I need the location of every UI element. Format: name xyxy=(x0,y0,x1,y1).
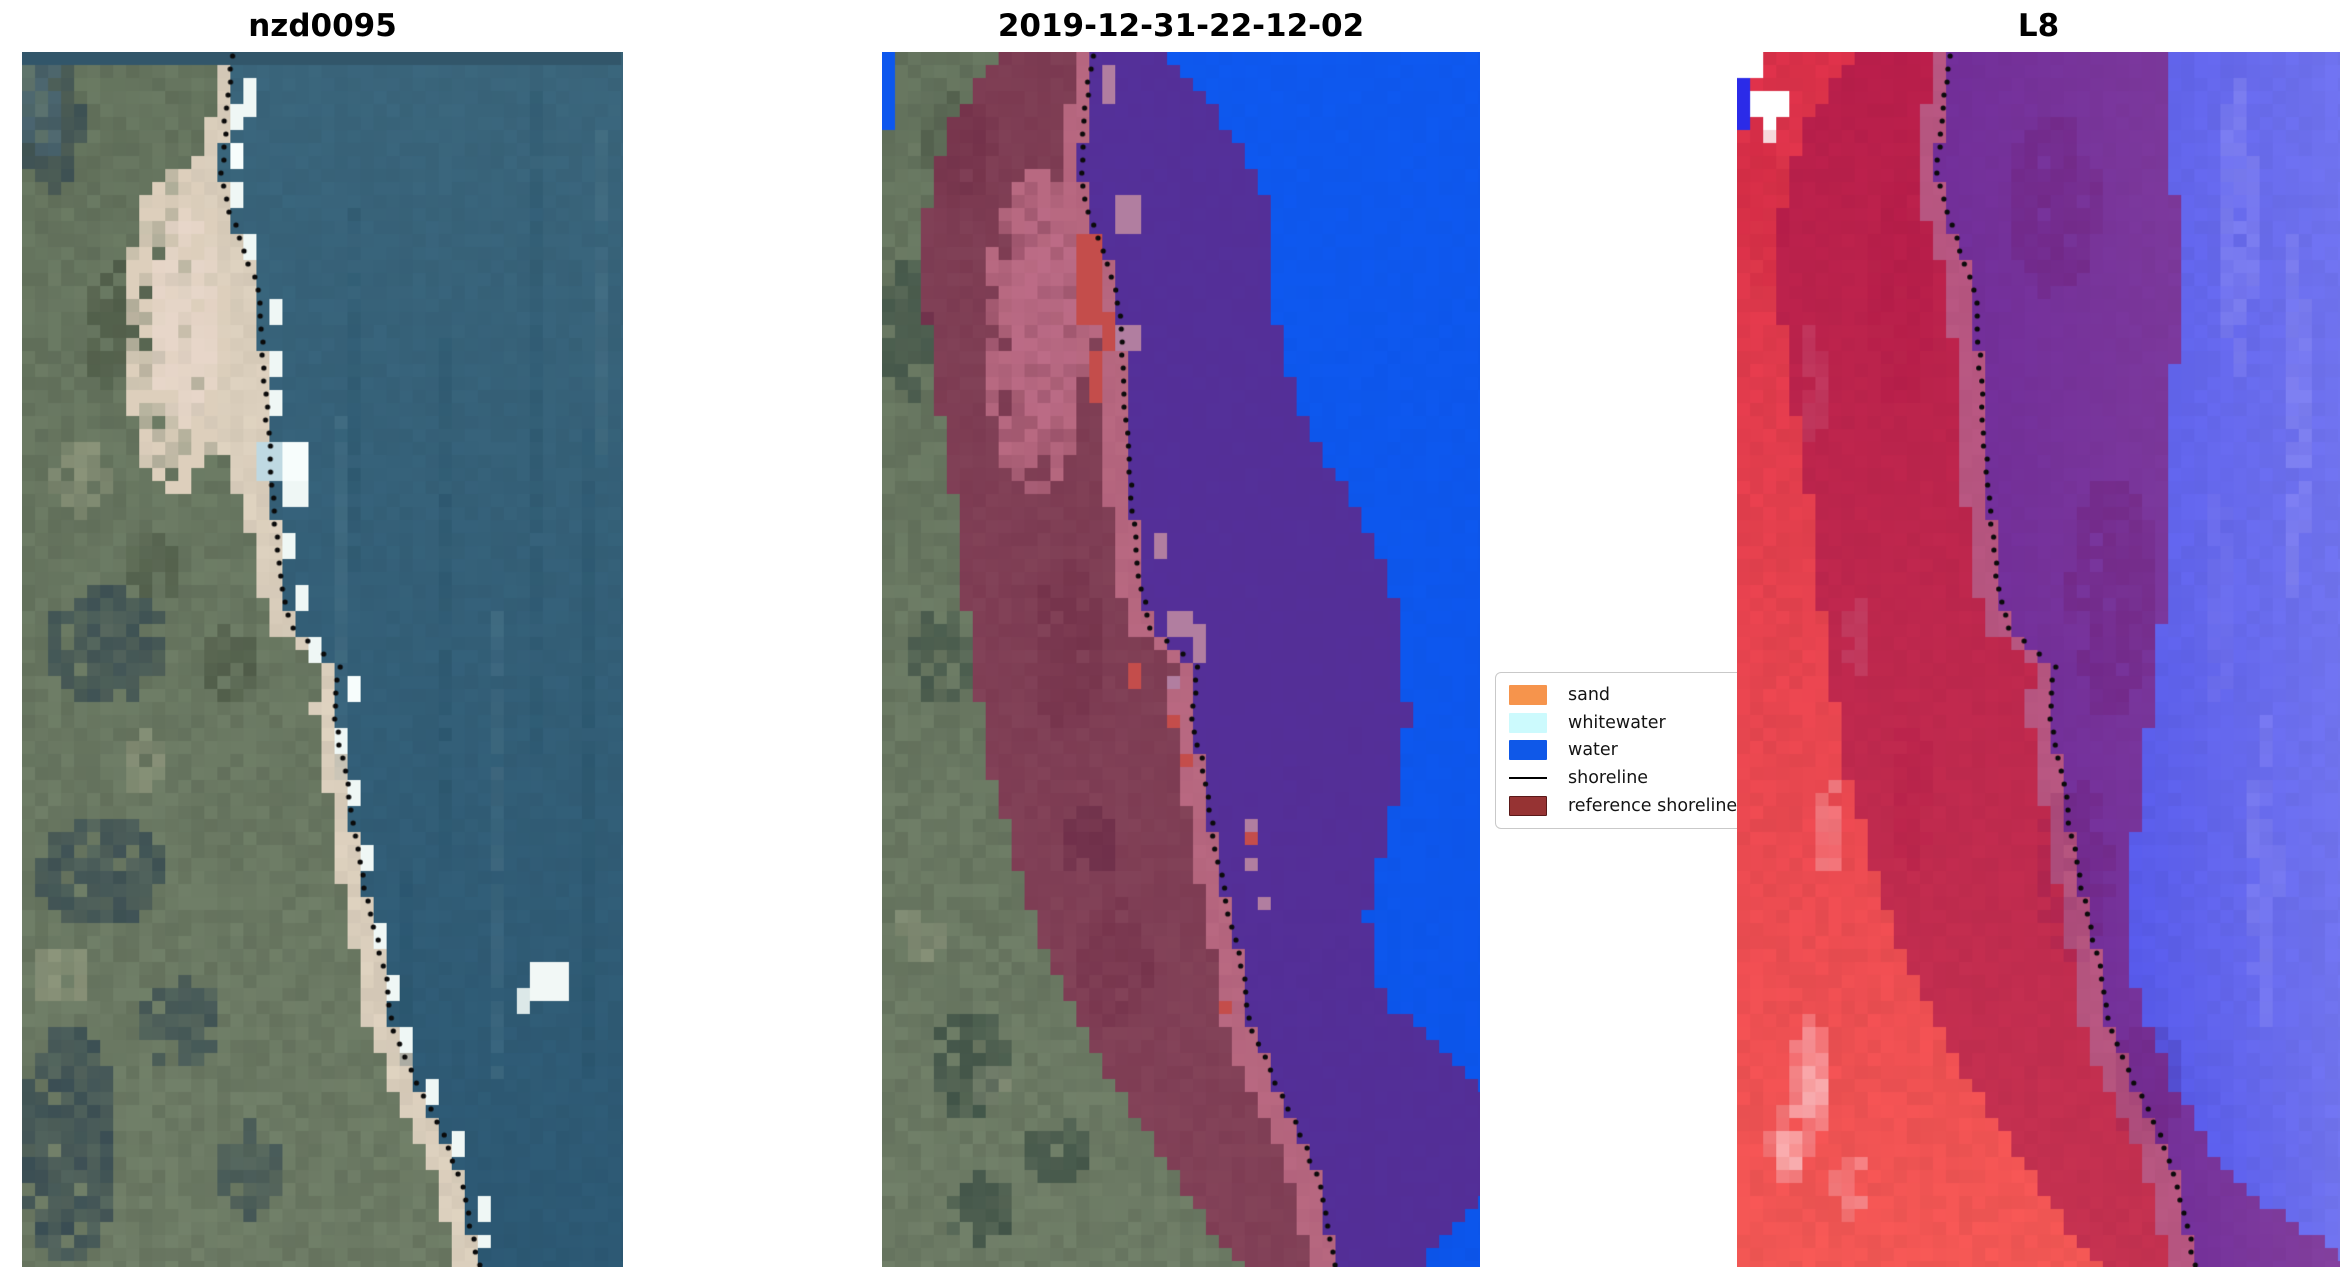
sand-swatch xyxy=(1509,684,1547,705)
legend-item-reference-shoreline: reference shoreline xyxy=(1509,792,1752,820)
reference-shoreline-swatch xyxy=(1509,796,1547,817)
legend-item-whitewater: whitewater xyxy=(1509,709,1752,737)
legend-label: water xyxy=(1568,740,1618,761)
classified-image xyxy=(882,52,1480,1267)
index-image xyxy=(1737,52,2340,1267)
legend-label: sand xyxy=(1568,684,1611,705)
legend-item-sand: sand xyxy=(1509,681,1752,709)
legend-box: sand whitewater water shoreline referenc… xyxy=(1495,672,1753,829)
water-swatch xyxy=(1509,740,1547,761)
shoreline-line-swatch xyxy=(1509,777,1547,780)
panel-title-satellite: L8 xyxy=(2017,8,2060,44)
panel-title-image-date: 2019-12-31-22-12-02 xyxy=(997,8,1365,44)
whitewater-swatch xyxy=(1509,712,1547,733)
legend-label: whitewater xyxy=(1568,712,1666,733)
rgb-satellite-image xyxy=(22,52,623,1267)
legend-label: reference shoreline xyxy=(1568,796,1738,817)
legend-item-shoreline: shoreline xyxy=(1509,764,1752,792)
panel-title-site-id: nzd0095 xyxy=(248,8,397,44)
legend-item-water: water xyxy=(1509,737,1752,765)
legend-label: shoreline xyxy=(1568,768,1649,789)
